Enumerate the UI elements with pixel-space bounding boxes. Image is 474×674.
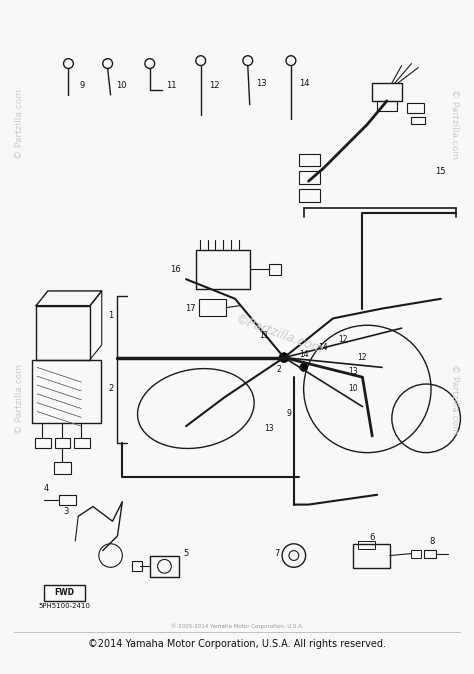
Text: © Partzilla.com: © Partzilla.com — [15, 90, 24, 159]
Text: © Partzilla.com: © Partzilla.com — [450, 90, 459, 159]
Bar — [59, 495, 76, 505]
Text: 13: 13 — [256, 79, 267, 88]
Bar — [196, 250, 250, 289]
Text: © 2005-2014 Yamaha Motor Corporation, U.S.A.: © 2005-2014 Yamaha Motor Corporation, U.… — [171, 623, 303, 629]
Text: 12: 12 — [209, 81, 220, 90]
Text: FWD: FWD — [55, 588, 74, 597]
Text: 12: 12 — [358, 353, 367, 362]
Text: 17: 17 — [185, 304, 196, 313]
Text: 3: 3 — [63, 507, 68, 516]
Text: 1: 1 — [108, 311, 113, 320]
Text: 11: 11 — [260, 330, 269, 340]
Bar — [74, 438, 90, 448]
Text: 7: 7 — [274, 549, 280, 558]
Bar — [357, 541, 375, 549]
Text: 8: 8 — [429, 537, 435, 547]
Text: 5PH5100-2410: 5PH5100-2410 — [38, 603, 91, 609]
Text: © Partzilla.com: © Partzilla.com — [15, 364, 24, 434]
Text: 5: 5 — [183, 549, 189, 558]
Text: 2: 2 — [108, 384, 113, 394]
Circle shape — [279, 353, 289, 363]
Text: 12: 12 — [338, 336, 347, 344]
Text: 4: 4 — [43, 485, 48, 493]
Text: ©2014 Yamaha Motor Corporation, U.S.A. All rights reserved.: ©2014 Yamaha Motor Corporation, U.S.A. A… — [88, 639, 386, 649]
Text: 16: 16 — [171, 265, 181, 274]
Text: 15: 15 — [436, 167, 446, 176]
Bar — [199, 299, 226, 316]
Text: 13: 13 — [348, 367, 357, 376]
Text: ©Partzilla.com: ©Partzilla.com — [233, 313, 325, 357]
Bar — [44, 585, 85, 601]
Text: 10: 10 — [348, 384, 357, 394]
Bar — [407, 102, 424, 113]
Bar — [411, 550, 421, 557]
Bar — [377, 101, 397, 111]
Bar — [269, 264, 281, 275]
Bar — [55, 438, 71, 448]
Text: © Partzilla.com: © Partzilla.com — [450, 364, 459, 434]
Text: 2: 2 — [277, 365, 282, 374]
Bar — [353, 544, 390, 568]
Bar — [35, 438, 51, 448]
Bar — [411, 117, 425, 124]
Text: 14: 14 — [319, 343, 328, 353]
Text: 14: 14 — [299, 350, 309, 359]
Bar — [372, 83, 401, 101]
Bar — [299, 171, 320, 184]
Text: 11: 11 — [166, 81, 177, 90]
Bar — [424, 550, 436, 557]
Text: 9: 9 — [80, 81, 85, 90]
Bar — [32, 359, 101, 423]
Text: 13: 13 — [264, 424, 274, 433]
Text: 14: 14 — [300, 79, 310, 88]
Bar — [299, 189, 320, 202]
Bar — [54, 462, 72, 474]
Bar — [150, 555, 179, 577]
Bar — [299, 154, 320, 166]
Text: 9: 9 — [286, 409, 292, 418]
Bar — [132, 561, 142, 572]
Text: 10: 10 — [116, 81, 127, 90]
Circle shape — [300, 363, 308, 371]
Bar — [36, 305, 90, 359]
Text: 6: 6 — [370, 533, 375, 543]
